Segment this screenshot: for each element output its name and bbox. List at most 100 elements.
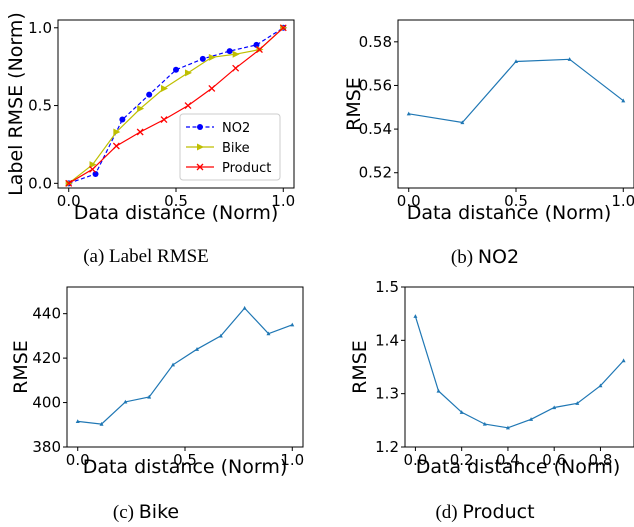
data-point	[185, 69, 193, 77]
data-point	[529, 417, 534, 421]
series-line	[408, 58, 624, 124]
data-point	[208, 84, 216, 92]
x-tick-label: 0.0	[57, 192, 81, 210]
x-axis-label: Data distance (Norm)	[83, 456, 288, 478]
legend: NO2 Bike Product	[179, 113, 281, 181]
data-point	[113, 128, 121, 136]
data-point	[147, 394, 152, 399]
y-tick-label: 0.5	[28, 97, 52, 115]
data-point	[119, 116, 126, 123]
x-tick-label: 1.0	[271, 192, 295, 210]
data-point	[290, 322, 295, 327]
data-point	[170, 362, 175, 367]
data-point	[218, 333, 223, 338]
data-point	[279, 24, 287, 32]
y-tick-label: 0.52	[359, 164, 392, 182]
caption-c: (c) Bike	[113, 501, 179, 524]
data-point	[65, 179, 73, 187]
caption-name: Label RMSE	[109, 246, 209, 267]
x-tick-label: 0.6	[542, 451, 566, 469]
x-tick-label: 0.8	[589, 451, 613, 469]
data-point	[112, 142, 120, 150]
series-0	[406, 57, 626, 125]
data-point	[436, 388, 441, 393]
data-point	[621, 98, 626, 103]
data-point	[598, 383, 603, 388]
legend-label: Product	[222, 161, 271, 176]
series-line	[68, 27, 284, 184]
series-line	[414, 316, 625, 429]
y-tick-label: 420	[32, 349, 61, 367]
series-line	[77, 307, 293, 425]
series-0	[413, 314, 626, 430]
data-point	[136, 128, 144, 136]
chart-c: 0.0 0.5 1.0 380 400 420 440 Data distance (Norm…	[10, 286, 304, 478]
data-point	[160, 116, 168, 124]
y-axis-label: Label RMSE (Norm)	[5, 12, 27, 196]
x-tick-label: 0.2	[450, 451, 474, 469]
y-axis-label: RMSE	[343, 77, 365, 131]
data-point	[226, 48, 233, 55]
data-point	[137, 105, 145, 113]
y-tick-label: 1.2	[375, 438, 399, 456]
data-point	[123, 399, 128, 404]
plot-frame	[404, 286, 634, 448]
data-point	[413, 314, 418, 318]
data-point	[232, 64, 240, 72]
data-point	[89, 165, 97, 173]
data-point	[459, 410, 464, 414]
data-point	[208, 53, 216, 61]
y-tick-label: 440	[32, 305, 61, 323]
y-tick-label: 0.56	[359, 76, 392, 94]
data-point	[505, 425, 510, 430]
series-product	[65, 24, 287, 187]
legend-label: Bike	[222, 141, 250, 156]
data-point	[196, 163, 204, 171]
data-point	[195, 347, 200, 351]
data-point	[621, 358, 626, 363]
x-axis-label: Data distance (Norm)	[416, 456, 621, 478]
caption-d: (d) Product	[435, 501, 534, 524]
x-tick-label: 0.0	[403, 451, 427, 469]
caption-prefix: (b)	[450, 247, 474, 268]
data-point	[92, 171, 99, 177]
y-tick-label: 0.58	[359, 33, 392, 51]
chart-d: 0.0 0.2 0.4 0.6 0.8 1.2 1.3 1.4 1.5 Data distance…	[349, 278, 634, 478]
y-tick-label: 1.3	[375, 385, 399, 403]
series-line	[68, 27, 284, 184]
legend-box	[179, 113, 281, 181]
data-point	[253, 41, 260, 48]
y-tick-label: 0.54	[359, 120, 392, 138]
x-tick-label: 0.5	[504, 192, 528, 210]
caption-b: (b) NO2	[451, 246, 519, 269]
data-point	[160, 84, 168, 92]
y-tick-label: 380	[32, 438, 61, 456]
x-tick-label: 0.0	[66, 451, 90, 469]
data-point	[460, 120, 465, 125]
data-point	[575, 401, 580, 405]
y-tick-label: 1.5	[375, 278, 399, 296]
data-point	[99, 421, 104, 426]
data-point	[173, 66, 179, 73]
data-point	[266, 331, 271, 336]
x-tick-label: 1.0	[280, 451, 304, 469]
data-point	[89, 161, 97, 169]
y-axis-label: RMSE	[10, 340, 32, 394]
caption-name: Product	[462, 501, 535, 523]
data-point	[242, 305, 247, 310]
x-tick-label: 1.0	[611, 192, 634, 210]
y-axis-label: RMSE	[349, 340, 371, 394]
legend-label: NO2	[222, 121, 250, 136]
y-tick-label: 400	[32, 394, 61, 412]
caption-prefix: (c)	[112, 502, 134, 523]
caption-prefix: (d)	[435, 502, 458, 523]
data-point	[406, 111, 411, 116]
y-tick-label: 1.4	[375, 331, 399, 349]
series-line	[68, 27, 284, 184]
caption-prefix: (a)	[83, 246, 105, 267]
caption-a: (a) Label RMSE	[83, 246, 209, 268]
data-point	[232, 50, 240, 58]
data-point	[197, 124, 203, 130]
